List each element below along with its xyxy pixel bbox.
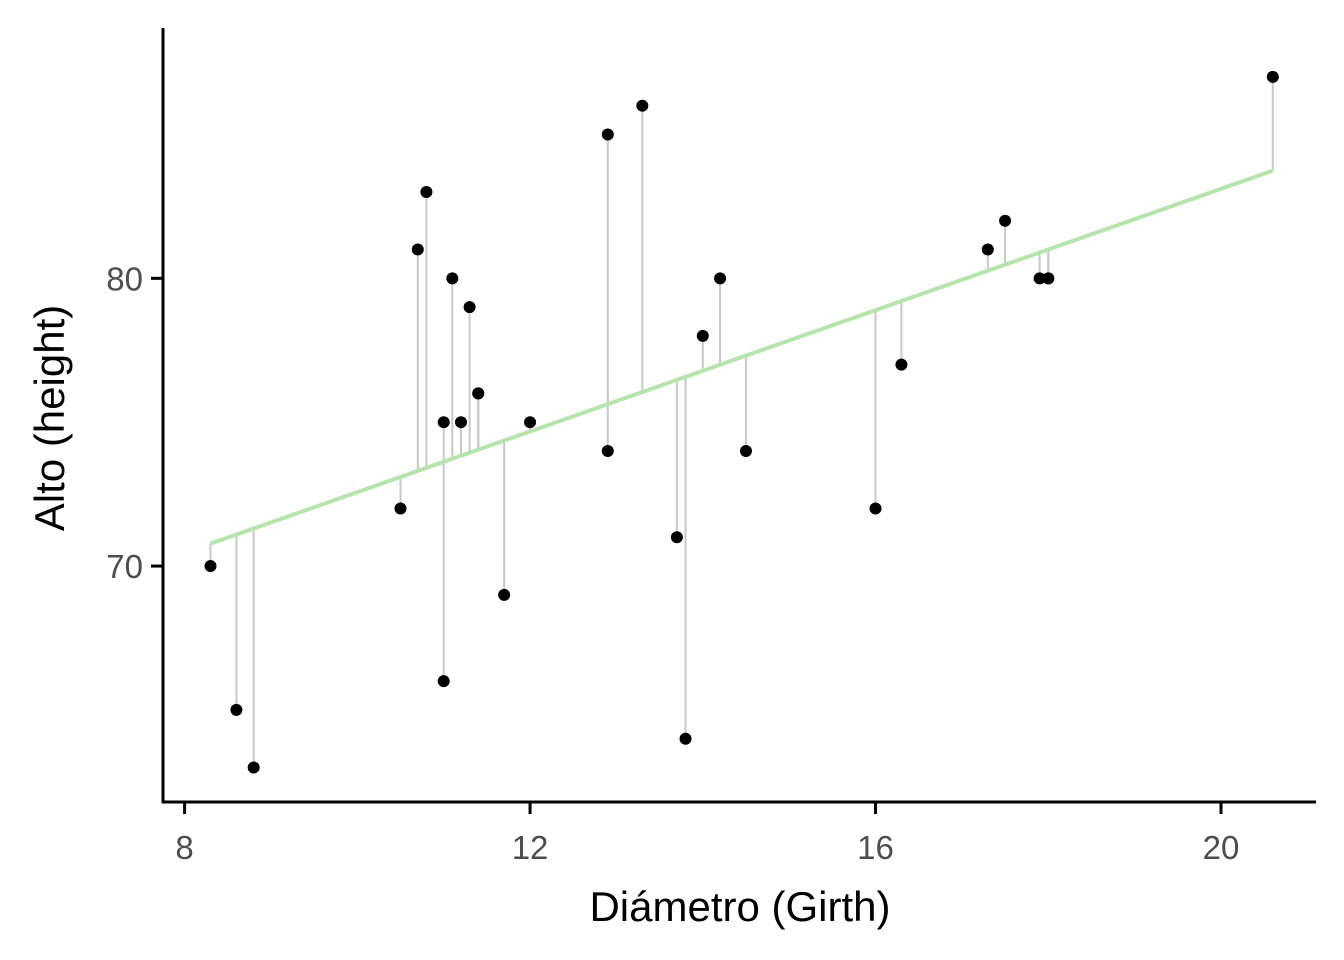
- data-point: [1042, 272, 1055, 285]
- data-point: [601, 128, 614, 141]
- data-point: [463, 301, 476, 314]
- data-point: [411, 243, 424, 256]
- regression-line-group: [209, 168, 1274, 546]
- x-tick-label: 20: [1203, 829, 1240, 866]
- data-point: [446, 272, 459, 285]
- data-point: [999, 214, 1012, 227]
- y-axis-title: Alto (height): [26, 305, 73, 531]
- data-point: [869, 502, 882, 515]
- data-point: [524, 416, 537, 429]
- data-point: [472, 387, 485, 400]
- regression-line: [209, 168, 1274, 546]
- data-point: [420, 186, 433, 199]
- data-point: [230, 703, 243, 716]
- data-point: [394, 502, 407, 515]
- x-tick-label: 16: [857, 829, 894, 866]
- residual-lines: [209, 76, 1274, 768]
- x-tick-label: 12: [512, 829, 549, 866]
- data-point: [437, 675, 450, 688]
- data-point: [739, 444, 752, 457]
- data-point: [204, 560, 217, 573]
- data-points: [204, 70, 1279, 774]
- data-point: [437, 416, 450, 429]
- data-point: [498, 588, 511, 601]
- data-point: [601, 444, 614, 457]
- x-axis-title: Diámetro (Girth): [589, 883, 890, 930]
- data-point: [696, 329, 709, 342]
- data-point: [981, 243, 994, 256]
- data-point: [247, 761, 260, 774]
- data-point: [679, 732, 692, 745]
- axes: [161, 28, 1316, 804]
- data-point: [1266, 70, 1279, 83]
- y-tick-label: 70: [106, 548, 143, 585]
- x-axis-ticks: 8 12 16 20: [175, 802, 1239, 866]
- data-point: [454, 416, 467, 429]
- data-point: [1033, 272, 1046, 285]
- data-point: [670, 531, 683, 544]
- y-tick-label: 80: [106, 260, 143, 297]
- data-point: [714, 272, 727, 285]
- data-point: [895, 358, 908, 371]
- data-point: [636, 99, 649, 112]
- x-tick-label: 8: [175, 829, 193, 866]
- y-axis-ticks: 70 80: [106, 260, 163, 585]
